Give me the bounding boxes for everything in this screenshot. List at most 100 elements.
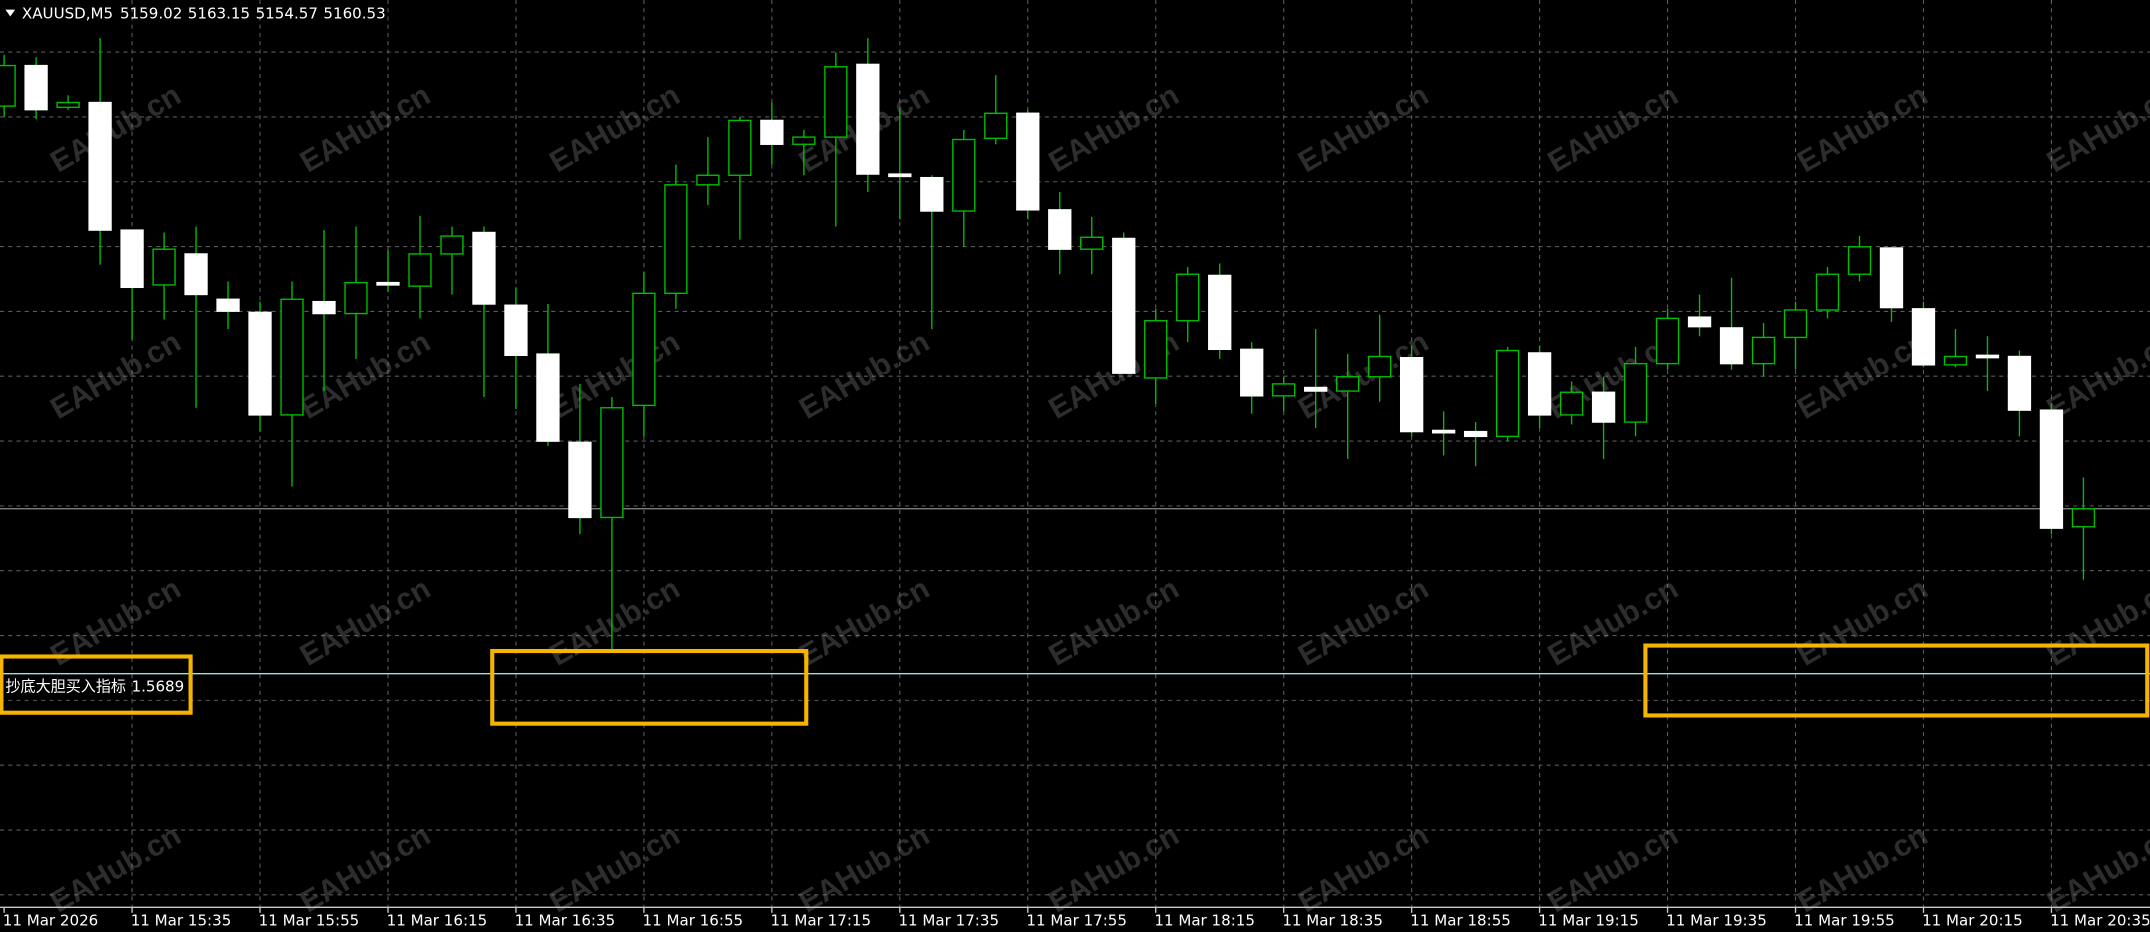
candle-body xyxy=(1304,386,1328,392)
candle-body xyxy=(152,248,176,286)
x-tick-label: 11 Mar 20:35 xyxy=(2050,912,2150,930)
candle-body xyxy=(536,353,560,442)
candle-body xyxy=(88,101,112,231)
candle-body xyxy=(952,138,976,212)
x-tick-label: 11 Mar 19:15 xyxy=(1538,912,1639,930)
candle-body xyxy=(1911,308,1936,366)
candle-body xyxy=(1527,352,1552,416)
candle-body xyxy=(728,119,752,176)
candle-body xyxy=(376,281,400,286)
candle-body xyxy=(1559,391,1584,416)
candle-body xyxy=(1208,274,1232,351)
candle-body xyxy=(408,253,432,287)
x-tick-label: 11 Mar 16:35 xyxy=(515,912,616,930)
time-axis: 11 Mar 2026 11 Mar 15:35 11 Mar 15:55 11 Ma… xyxy=(3,907,2150,930)
candle-body xyxy=(1016,112,1040,211)
candle-body xyxy=(24,64,48,111)
candle-body xyxy=(2039,409,2064,529)
x-tick-label: 11 Mar 19:55 xyxy=(1794,912,1895,930)
candle-body xyxy=(56,101,80,108)
candle-body xyxy=(1847,246,1872,275)
candle-body xyxy=(1399,357,1424,433)
candle-body xyxy=(1463,430,1488,438)
low-price: 5154.57 xyxy=(256,4,318,22)
candle-body xyxy=(1879,247,1904,309)
open-price: 5159.02 xyxy=(120,4,182,22)
candle-body xyxy=(1783,309,1808,339)
candle-body xyxy=(1655,317,1680,365)
candle-body xyxy=(2007,355,2032,411)
high-price: 5163.15 xyxy=(188,4,250,22)
candle-body xyxy=(1751,336,1776,365)
candle-body xyxy=(1336,376,1360,392)
highlight-box xyxy=(490,648,809,726)
candle-body xyxy=(632,292,656,407)
symbol: XAUUSD,M5 xyxy=(22,4,113,22)
candle-body xyxy=(1048,209,1072,250)
candles xyxy=(0,38,2096,651)
candle-body xyxy=(1719,327,1744,365)
candle-body xyxy=(920,176,944,212)
x-tick-label: 11 Mar 18:15 xyxy=(1154,912,1255,930)
x-tick-label: 11 Mar 18:35 xyxy=(1282,912,1383,930)
x-tick-label: 11 Mar 17:15 xyxy=(770,912,871,930)
candle-body xyxy=(824,66,848,138)
highlight-box xyxy=(1643,643,2150,718)
candle-body xyxy=(696,174,720,186)
candle-body xyxy=(1368,355,1392,378)
candle-body xyxy=(0,64,16,107)
candle-body xyxy=(1495,349,1520,438)
candle-body xyxy=(1975,354,2000,359)
candle-body xyxy=(984,112,1008,139)
candle-body xyxy=(760,119,784,145)
x-tick-label: 11 Mar 15:55 xyxy=(259,912,360,930)
x-tick-label: 11 Mar 2026 xyxy=(3,912,99,930)
candle-body xyxy=(1687,316,1712,328)
candle-body xyxy=(120,229,144,289)
x-tick-label: 11 Mar 17:35 xyxy=(898,912,999,930)
candle-body xyxy=(248,311,272,416)
candle-body xyxy=(1240,348,1264,397)
candle-body xyxy=(440,235,464,255)
candle-body xyxy=(792,136,816,145)
candle-body xyxy=(1623,362,1648,423)
x-tick-label: 11 Mar 20:15 xyxy=(1922,912,2023,930)
candle-body xyxy=(344,281,368,315)
highlight-box xyxy=(0,654,193,715)
candle-body xyxy=(568,441,592,519)
indicator-name: 抄底大胆买入指标 xyxy=(5,677,126,695)
candle-body xyxy=(1431,429,1456,434)
x-tick-label: 11 Mar 19:35 xyxy=(1666,912,1767,930)
candle-body xyxy=(1943,355,1968,366)
indicator-value: 1.5689 xyxy=(132,677,185,695)
candle-body xyxy=(1112,237,1136,374)
candle-body xyxy=(1272,383,1296,397)
candle-body xyxy=(1176,273,1200,322)
candle-body xyxy=(504,304,528,356)
candle-body xyxy=(1591,391,1616,423)
candle-body xyxy=(472,231,496,305)
price-lines xyxy=(0,508,2150,675)
candle-body xyxy=(1080,236,1104,250)
candle-body xyxy=(600,407,624,519)
indicator-label: 抄底大胆买入指标 1.5689 xyxy=(5,677,184,695)
x-tick-label: 11 Mar 16:15 xyxy=(387,912,488,930)
x-tick-label: 11 Mar 16:55 xyxy=(643,912,744,930)
candle-body xyxy=(664,184,688,294)
candle-body xyxy=(2071,508,2096,528)
x-tick-label: 11 Mar 18:55 xyxy=(1410,912,1511,930)
candle-body xyxy=(1144,320,1168,379)
candle-body xyxy=(280,298,304,416)
candle-body xyxy=(216,298,240,312)
candle-body xyxy=(888,173,912,178)
menu-triangle[interactable] xyxy=(5,9,16,17)
candle-body xyxy=(856,63,880,175)
x-tick-label: 11 Mar 15:35 xyxy=(131,912,232,930)
candle-body xyxy=(184,253,208,296)
x-tick-label: 11 Mar 17:55 xyxy=(1026,912,1127,930)
close-price: 5160.53 xyxy=(323,4,385,22)
candle-body xyxy=(312,300,336,315)
